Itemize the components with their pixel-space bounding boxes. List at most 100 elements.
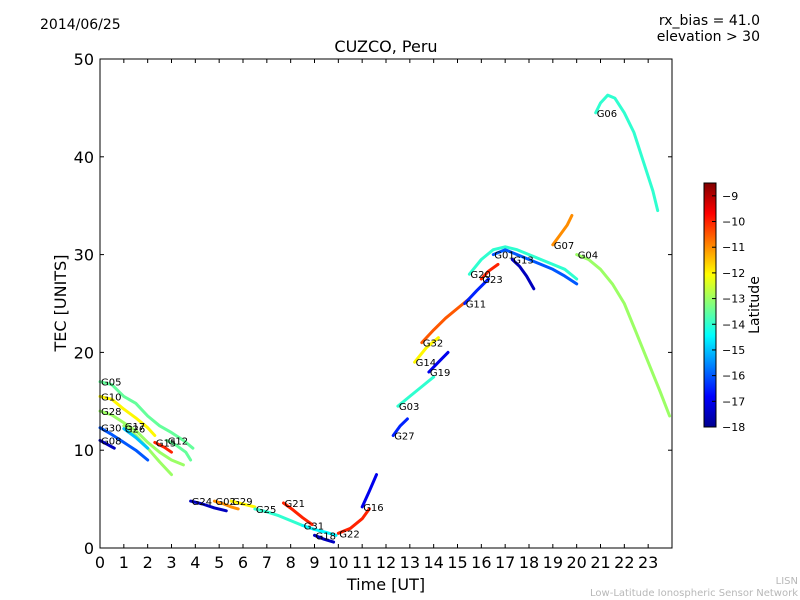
series-label-g13: G13 — [513, 256, 533, 267]
rx-bias-label: rx_bias = 41.0 — [658, 13, 760, 29]
series-label-g27: G27 — [394, 432, 414, 443]
colorbar-ticks: −9 −10 −11 −12 −13 −14 −15 −16 −17 −18 — [712, 190, 745, 434]
elevation-label: elevation > 30 — [656, 29, 760, 45]
series-label-g32: G32 — [423, 339, 443, 350]
series-line-g10 — [98, 394, 157, 437]
series-label-g19: G19 — [430, 368, 450, 379]
series-label-g31: G31 — [304, 522, 324, 533]
series-label-g26: G26 — [125, 425, 145, 436]
series-line-g32 — [420, 297, 471, 345]
x-tick-label: 4 — [190, 553, 200, 572]
colorbar-tick-label: −17 — [722, 395, 745, 408]
series-line-g29 — [229, 499, 257, 509]
colorbar-tick-label: −11 — [722, 241, 745, 254]
series-line-g18 — [313, 533, 336, 544]
x-tick-label: 9 — [309, 553, 319, 572]
series-line-g07 — [551, 214, 574, 247]
series-line-g16 — [360, 473, 378, 509]
x-tick-label: 1 — [119, 553, 129, 572]
series-line-g25 — [253, 507, 305, 527]
series-line-g08 — [98, 438, 116, 450]
axes-frame — [99, 58, 673, 549]
series-label-g30: G30 — [101, 424, 121, 435]
y-tick-label: 0 — [84, 539, 94, 558]
x-tick-label: 11 — [352, 553, 372, 572]
series-label-g07: G07 — [554, 241, 574, 252]
series-line-g30 — [98, 426, 150, 462]
x-tick-label: 12 — [376, 553, 396, 572]
series-line-g12 — [165, 438, 193, 462]
series-label-g20: G20 — [470, 270, 490, 281]
y-tick-label: 50 — [74, 50, 94, 69]
series-line-g20 — [467, 245, 579, 281]
x-tick-label: 13 — [400, 553, 420, 572]
chart-title: CUZCO, Peru — [334, 37, 437, 56]
series-label-g24: G24 — [192, 497, 212, 508]
colorbar-tick-label: −12 — [722, 267, 745, 280]
series-line-g27 — [391, 417, 409, 437]
series-line-g15 — [153, 440, 173, 454]
series-line-g22 — [336, 507, 371, 535]
series-label-g16: G16 — [363, 503, 383, 514]
series-line-g26 — [122, 427, 150, 450]
footer-network: Low-Latitude Ionospheric Sensor Network — [590, 588, 798, 599]
series-label-g14: G14 — [416, 358, 436, 369]
y-tick-label: 40 — [74, 148, 94, 167]
x-tick-label: 2 — [143, 553, 153, 572]
series-label-g06: G06 — [597, 109, 617, 120]
x-tick-label: 0 — [95, 553, 105, 572]
x-tick-label: 7 — [262, 553, 272, 572]
series-label-g05: G05 — [101, 378, 121, 389]
x-tick-label: 14 — [423, 553, 443, 572]
series-label-g01: G01 — [494, 251, 514, 262]
series-line-g01 — [491, 248, 579, 286]
x-tick-label: 3 — [166, 553, 176, 572]
series-line-g24 — [189, 499, 228, 513]
y-tick-label: 20 — [74, 343, 94, 362]
colorbar-tick-label: −10 — [722, 216, 745, 229]
colorbar-tick-label: −13 — [722, 293, 745, 306]
series-label-g25: G25 — [256, 505, 276, 516]
series-line-g23 — [479, 262, 500, 281]
x-axis-label: Time [UT] — [346, 575, 425, 594]
series-label-g12: G12 — [168, 436, 188, 447]
colorbar-tick-label: −9 — [722, 190, 738, 203]
colorbar — [703, 182, 717, 428]
series-line-g11 — [463, 277, 490, 305]
series-label-g10: G10 — [101, 392, 121, 403]
series-label-g18: G18 — [316, 531, 336, 542]
y-axis-label: TEC [UNITS] — [51, 255, 70, 353]
series-label-g28: G28 — [101, 407, 121, 418]
y-tick-label: 30 — [74, 246, 94, 265]
x-tick-label: 15 — [447, 553, 467, 572]
x-tick-label: 16 — [471, 553, 491, 572]
series-label-g04: G04 — [578, 251, 598, 262]
colorbar-tick-label: −14 — [722, 318, 745, 331]
x-tick-label: 23 — [638, 553, 658, 572]
y-tick-label: 10 — [74, 441, 94, 460]
series-line-g19 — [427, 350, 450, 374]
x-tick-label: 20 — [566, 553, 586, 572]
series-line-g14 — [413, 336, 440, 364]
x-tick-label: 6 — [238, 553, 248, 572]
series-line-g02 — [212, 499, 240, 511]
colorbar-tick-label: −15 — [722, 344, 745, 357]
series-line-g13 — [510, 258, 536, 291]
series-label-g21: G21 — [285, 499, 305, 510]
series-label-g17: G17 — [125, 422, 145, 433]
axis-ticks: 0 1 2 3 4 5 6 7 8 9 10 11 12 13 14 15 16 17 18 19 20 21 22 2301… — [74, 50, 672, 572]
x-tick-label: 10 — [328, 553, 348, 572]
series-label-g23: G23 — [482, 275, 502, 286]
series-label-g08: G08 — [101, 436, 121, 447]
x-tick-label: 21 — [590, 553, 610, 572]
series-label-g29: G29 — [232, 497, 252, 508]
x-tick-label: 8 — [286, 553, 296, 572]
colorbar-tick-label: −16 — [722, 370, 745, 383]
series-line-g28 — [98, 409, 185, 467]
x-tick-label: 19 — [543, 553, 563, 572]
series-line-g05 — [98, 380, 195, 450]
series-label-g22: G22 — [339, 529, 359, 540]
series-line-g03 — [396, 375, 436, 408]
colorbar-tick-label: −18 — [722, 421, 745, 434]
